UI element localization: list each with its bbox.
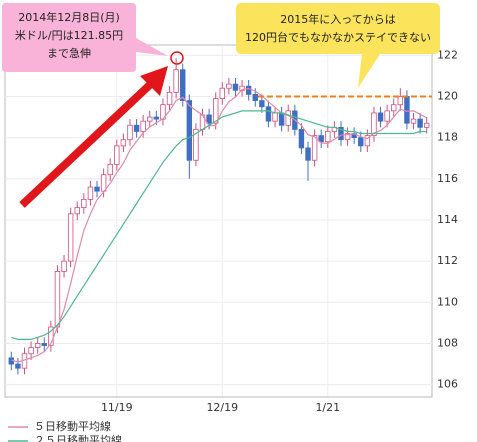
candle-body (100, 174, 107, 192)
candle-body (15, 363, 21, 369)
candle-body (377, 112, 384, 122)
candle-body (87, 186, 94, 200)
y-tick-label: 120 (437, 89, 458, 102)
candle-body (193, 128, 199, 161)
legend-label: ５日移動平均線 (34, 419, 111, 433)
candle-body (364, 135, 371, 147)
candle-body (206, 114, 212, 124)
x-tick-label: 1/21 (315, 401, 340, 414)
y-tick-label: 106 (437, 378, 458, 391)
candle-body (318, 135, 324, 143)
candle-body (358, 137, 364, 147)
candle-body (153, 116, 160, 120)
candle-body (397, 96, 404, 106)
candle-body (127, 124, 133, 141)
candle-body (28, 347, 34, 355)
y-tick-label: 118 (437, 131, 458, 144)
highlight-circle (170, 51, 184, 65)
y-tick-label: 122 (437, 48, 458, 61)
candle-body (404, 96, 410, 124)
candle-body (278, 112, 285, 126)
candle-body (81, 198, 87, 209)
candle-body (166, 91, 173, 106)
candle-body (265, 106, 272, 122)
arrow-head (140, 66, 168, 96)
candle-body (384, 110, 390, 122)
legend-label: ２５日移動平均線 (34, 433, 122, 442)
candle-body (285, 110, 291, 126)
callout-text: まで急伸 (47, 46, 91, 60)
plot-frame (4, 44, 433, 398)
candle-body (34, 343, 41, 348)
candle-body (371, 112, 377, 136)
candle-body (212, 98, 219, 124)
candle-body (61, 260, 67, 272)
candle-body (311, 135, 318, 161)
candle-body (219, 87, 226, 99)
candle-body (391, 104, 397, 112)
callout-text: 米ドル/円は121.85円 (15, 29, 123, 42)
candle-body (186, 100, 193, 161)
candle-body (147, 116, 153, 122)
candle-body (107, 163, 113, 176)
candle-body (226, 83, 232, 89)
candle-body (298, 128, 305, 149)
callout-box (2, 3, 168, 72)
candle-body (305, 147, 311, 161)
x-tick-label: 12/19 (206, 401, 238, 414)
callout-text: 2014年12月8日(月) (18, 10, 120, 24)
candle-body (344, 133, 351, 141)
candle-body (173, 69, 179, 93)
callout-text: 2015年に入ってからは (280, 12, 395, 26)
candle-body (114, 145, 120, 165)
candle-body (272, 112, 278, 122)
candle-body (423, 122, 430, 128)
y-tick-label: 116 (437, 172, 458, 185)
candle-body (232, 83, 239, 91)
candle-body (325, 131, 331, 143)
candle-body (54, 271, 61, 328)
candle-body (180, 69, 186, 101)
candle-body (140, 120, 146, 132)
y-tick-label: 114 (437, 213, 458, 226)
candle-body (410, 118, 417, 124)
y-tick-label: 108 (437, 336, 458, 349)
candle-body (67, 213, 74, 262)
candle-body (94, 186, 100, 192)
candle-body (338, 126, 344, 141)
candle-body (417, 118, 423, 128)
candle-body (120, 139, 127, 147)
candle-body (245, 85, 252, 95)
candle-body (259, 100, 265, 108)
y-tick-label: 112 (437, 254, 458, 267)
moving-average-line (11, 110, 427, 340)
moving-average-line (11, 87, 427, 363)
candle-body (41, 343, 47, 346)
candle-body (252, 94, 258, 101)
callout-text: 120円台でもなかなかステイできない (245, 30, 431, 44)
x-tick-label: 11/19 (101, 401, 133, 414)
candle-body (133, 124, 140, 132)
arrow-shaft (19, 77, 158, 208)
callout-box (236, 3, 440, 88)
candle-body (74, 207, 80, 215)
y-tick-label: 110 (437, 295, 458, 308)
